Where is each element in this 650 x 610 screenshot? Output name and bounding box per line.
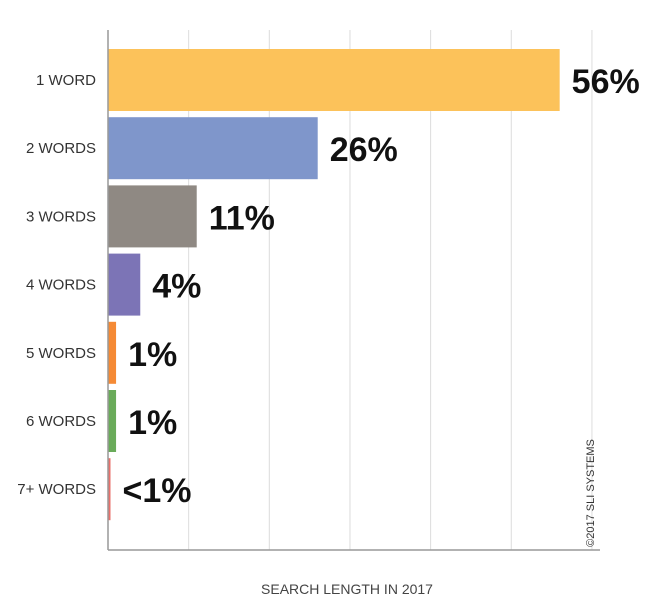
category-label: 6 WORDS — [26, 413, 96, 430]
value-label: 1% — [128, 336, 177, 374]
bar — [108, 117, 318, 180]
value-label: 11% — [209, 199, 275, 237]
value-label: <1% — [123, 472, 192, 510]
category-label: 5 WORDS — [26, 345, 96, 362]
grid-lines — [188, 30, 593, 550]
value-label: 4% — [152, 268, 201, 306]
category-labels: 1 WORD 2 WORDS 3 WORDS 4 WORDS 5 WORDS 6 WORD… — [17, 72, 96, 498]
bar — [108, 390, 117, 452]
credit-text: ©2017 SLI SYSTEMS — [585, 439, 597, 547]
category-label: 3 WORDS — [26, 208, 96, 225]
value-label: 1% — [128, 404, 177, 442]
category-label: 4 WORDS — [26, 277, 96, 294]
category-label: 7+ WORDS — [17, 481, 96, 498]
bars — [108, 49, 560, 521]
bar — [108, 185, 197, 248]
category-label: 2 WORDS — [26, 140, 96, 157]
category-label: 1 WORD — [36, 72, 96, 89]
value-label: 56% — [572, 63, 640, 101]
bar — [108, 321, 117, 384]
x-axis-label: SEARCH LENGTH IN 2017 — [261, 581, 433, 597]
value-labels: 56% 26% 11%4% 1% 1% <1% — [123, 63, 640, 510]
bar — [108, 49, 560, 111]
value-label: 26% — [330, 131, 398, 169]
bar — [108, 458, 111, 521]
bar — [108, 253, 141, 316]
